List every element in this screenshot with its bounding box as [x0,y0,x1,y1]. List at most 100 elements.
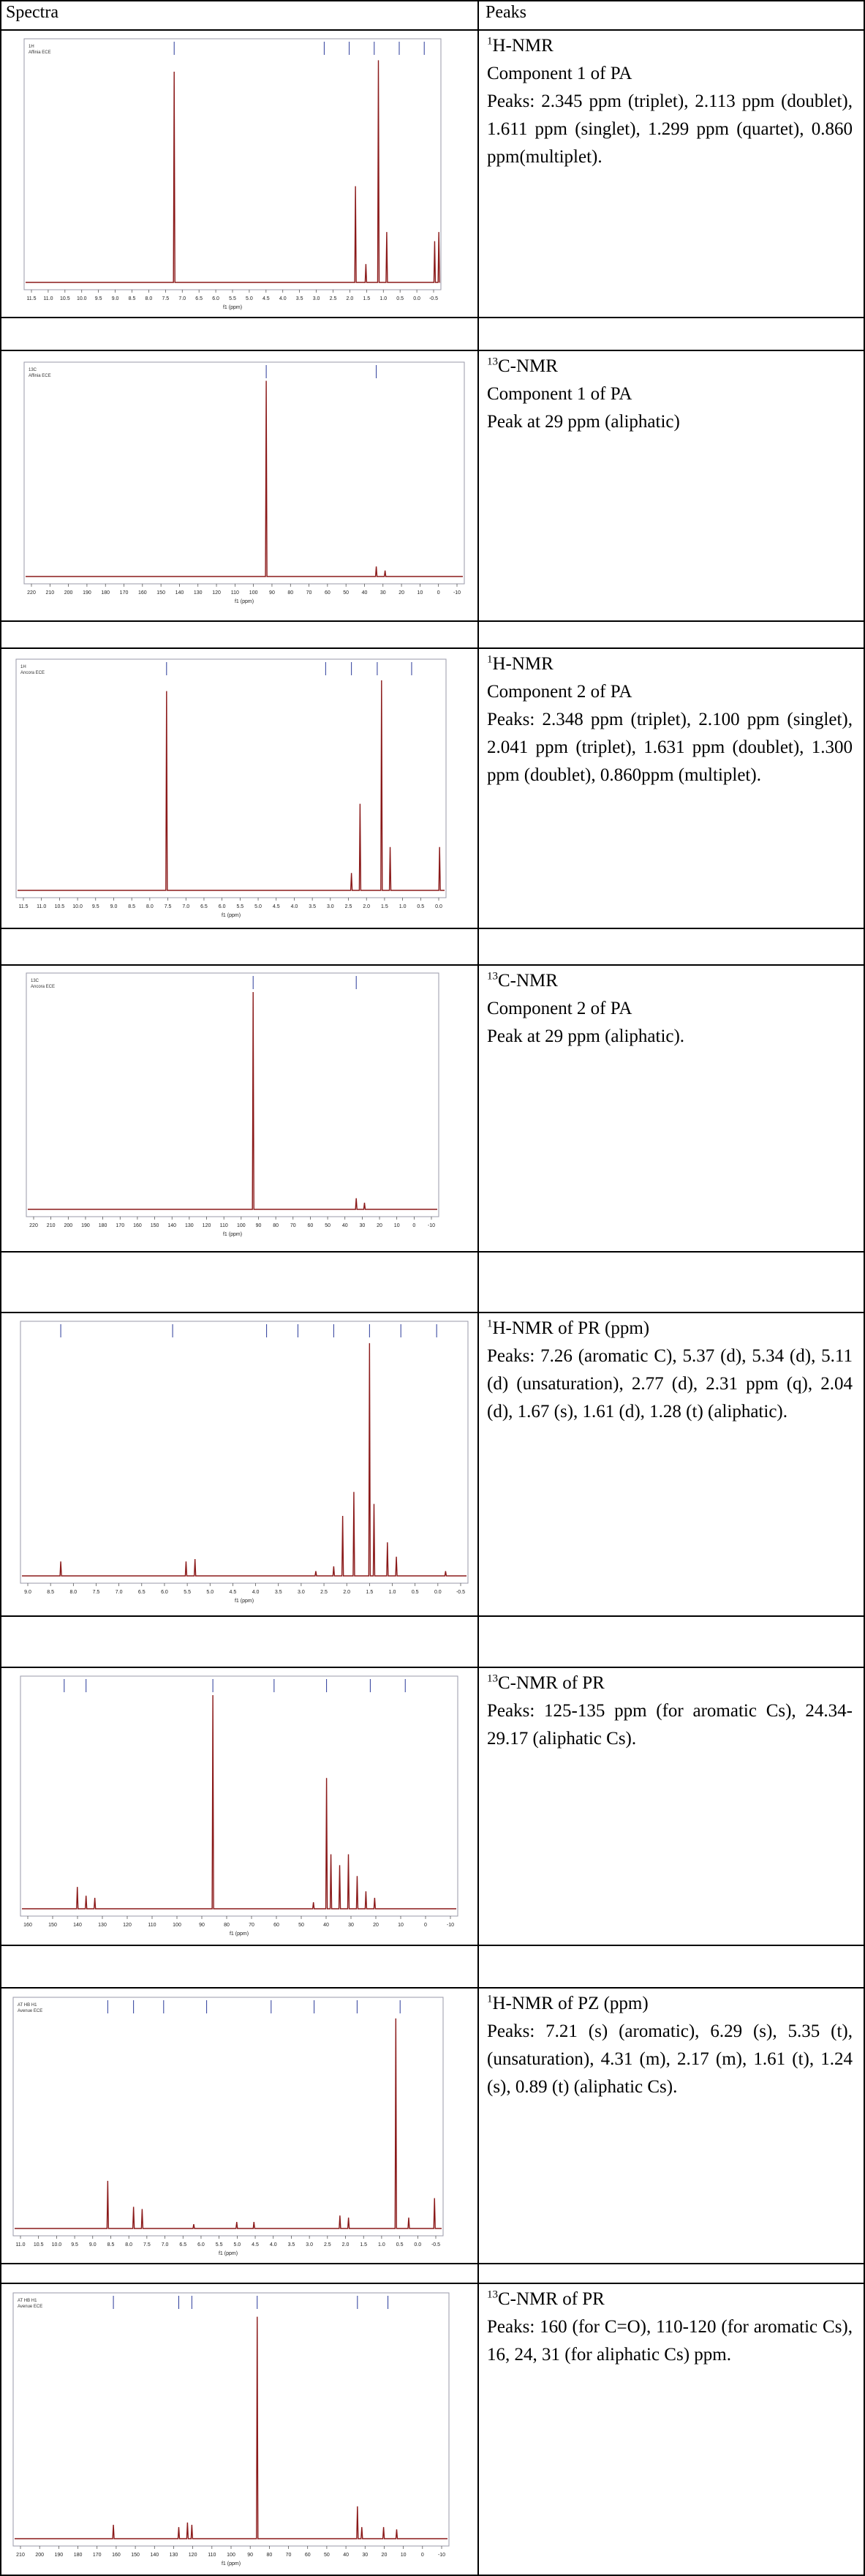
x-tick-label: 140 [175,590,184,596]
peak-title-sup: 1 [487,1993,493,2005]
x-axis-label: f1 (ppm) [235,599,254,604]
x-tick-label: 2.0 [363,904,370,909]
x-tick-label: 0.0 [435,904,442,909]
x-tick-label: -10 [428,1223,435,1228]
x-tick-label: 80 [273,1223,279,1228]
x-axis-label: f1 (ppm) [230,1931,249,1937]
x-tick-label: 6.0 [161,1590,168,1595]
x-tick-label: 11.5 [18,904,28,909]
x-tick-label: 0 [437,590,440,596]
spectrum-label: 1H [20,665,26,669]
peak-line: Peak at 29 ppm (aliphatic) [487,412,680,432]
x-tick-label: 1.5 [381,904,388,909]
x-tick-label: 4.5 [273,904,280,909]
spectrum-trace [22,1343,467,1577]
peak-title-text: C-NMR [498,356,558,376]
x-tick-label: 8.0 [146,904,154,909]
x-tick-label: 100 [173,1923,181,1928]
table-top-border [0,0,865,1]
x-tick-label: 110 [148,1923,156,1928]
x-tick-label: 50 [343,590,349,596]
spectrum-label: 1H [29,45,34,49]
x-tick-label: 8.0 [125,2242,132,2248]
x-tick-label: 6.0 [197,2242,205,2248]
spectrum-trace [28,992,437,1210]
x-tick-label: 90 [256,1223,262,1228]
x-tick-label: 80 [287,590,293,596]
peak-title-sup: 13 [487,356,498,368]
header-spectra: Spectra [6,3,58,22]
spectrum-label: Affinia ECE [29,374,51,378]
x-tick-label: 7.0 [162,2242,169,2248]
x-tick-label: 7.5 [143,2242,151,2248]
x-tick-label: 2.5 [320,1590,328,1595]
x-tick-label: 160 [133,1223,142,1228]
peak-cell-7: 1H-NMR of PZ (ppm) Peaks: 7.21 (s) (arom… [487,1990,853,2101]
x-tick-label: 5.0 [233,2242,241,2248]
peak-title-sup: 1 [487,35,493,48]
x-axis-label: f1 (ppm) [222,2561,241,2566]
x-tick-label: 0.0 [414,2242,421,2248]
x-tick-label: 9.0 [24,1590,31,1595]
peak-line: Peaks: 2.348 ppm (triplet), 2.100 ppm (s… [487,710,853,785]
peak-line: Component 2 of PA [487,999,632,1018]
x-tick-label: 190 [55,2553,64,2558]
x-tick-label: 3.5 [309,904,316,909]
spectrum-label: Ancora ECE [31,985,55,989]
x-tick-label: -0.5 [431,2242,440,2248]
peak-cell-8: 13C-NMR of PR Peaks: 160 (for C=O), 110-… [487,2286,853,2369]
row-divider [0,1987,865,1989]
x-tick-label: 7.5 [165,904,172,909]
x-tick-label: 190 [81,1223,90,1228]
x-tick-label: 50 [298,1923,304,1928]
spectrum-trace [26,60,440,283]
x-tick-label: 8.5 [47,1590,54,1595]
x-tick-label: 170 [93,2553,102,2558]
spectrum-trace [15,2018,442,2229]
table-right-border [864,0,865,2576]
x-tick-label: 1.0 [399,904,407,909]
x-tick-label: 4.0 [279,296,287,301]
x-tick-label: 3.5 [275,1590,282,1595]
x-tick-label: 10 [398,1923,404,1928]
x-tick-label: 160 [112,2553,121,2558]
x-tick-label: 5.5 [229,296,236,301]
x-tick-label: 170 [120,590,129,596]
x-tick-label: 50 [324,2553,330,2558]
plot-frame [20,1675,458,1917]
x-tick-label: 9.5 [92,904,99,909]
row-divider [0,928,865,929]
x-tick-label: 0.5 [412,1590,419,1595]
x-tick-label: 40 [323,1923,329,1928]
spectrum-trace [15,2316,447,2539]
x-tick-label: 8.0 [146,296,153,301]
x-tick-label: 120 [203,1223,211,1228]
x-tick-label: 6.5 [179,2242,186,2248]
x-tick-label: 30 [348,1923,354,1928]
x-tick-label: -10 [453,590,461,596]
x-tick-label: 220 [27,590,36,596]
spectrum-label: Avenue ECE [18,2305,42,2309]
peak-title-sup: 13 [487,2288,498,2301]
peak-title-text: H-NMR [492,654,554,674]
x-tick-label: 20 [398,590,404,596]
row-divider [0,647,865,649]
x-tick-label: 60 [308,1223,314,1228]
column-divider [477,0,479,2576]
x-tick-label: 2.5 [324,2242,331,2248]
x-tick-label: 0 [424,1923,427,1928]
x-tick-label: 2.0 [347,296,354,301]
header-peaks: Peaks [486,3,526,22]
x-tick-label: 0.5 [417,904,424,909]
x-tick-label: 0 [412,1223,415,1228]
x-tick-label: 200 [64,1223,72,1228]
row-divider [0,350,865,351]
plot-frame [15,658,447,898]
x-tick-label: 4.5 [262,296,270,301]
row-divider [0,1615,865,1617]
x-tick-label: 60 [325,590,330,596]
x-tick-label: 6.0 [219,904,226,909]
x-tick-label: 10.5 [34,2242,44,2248]
